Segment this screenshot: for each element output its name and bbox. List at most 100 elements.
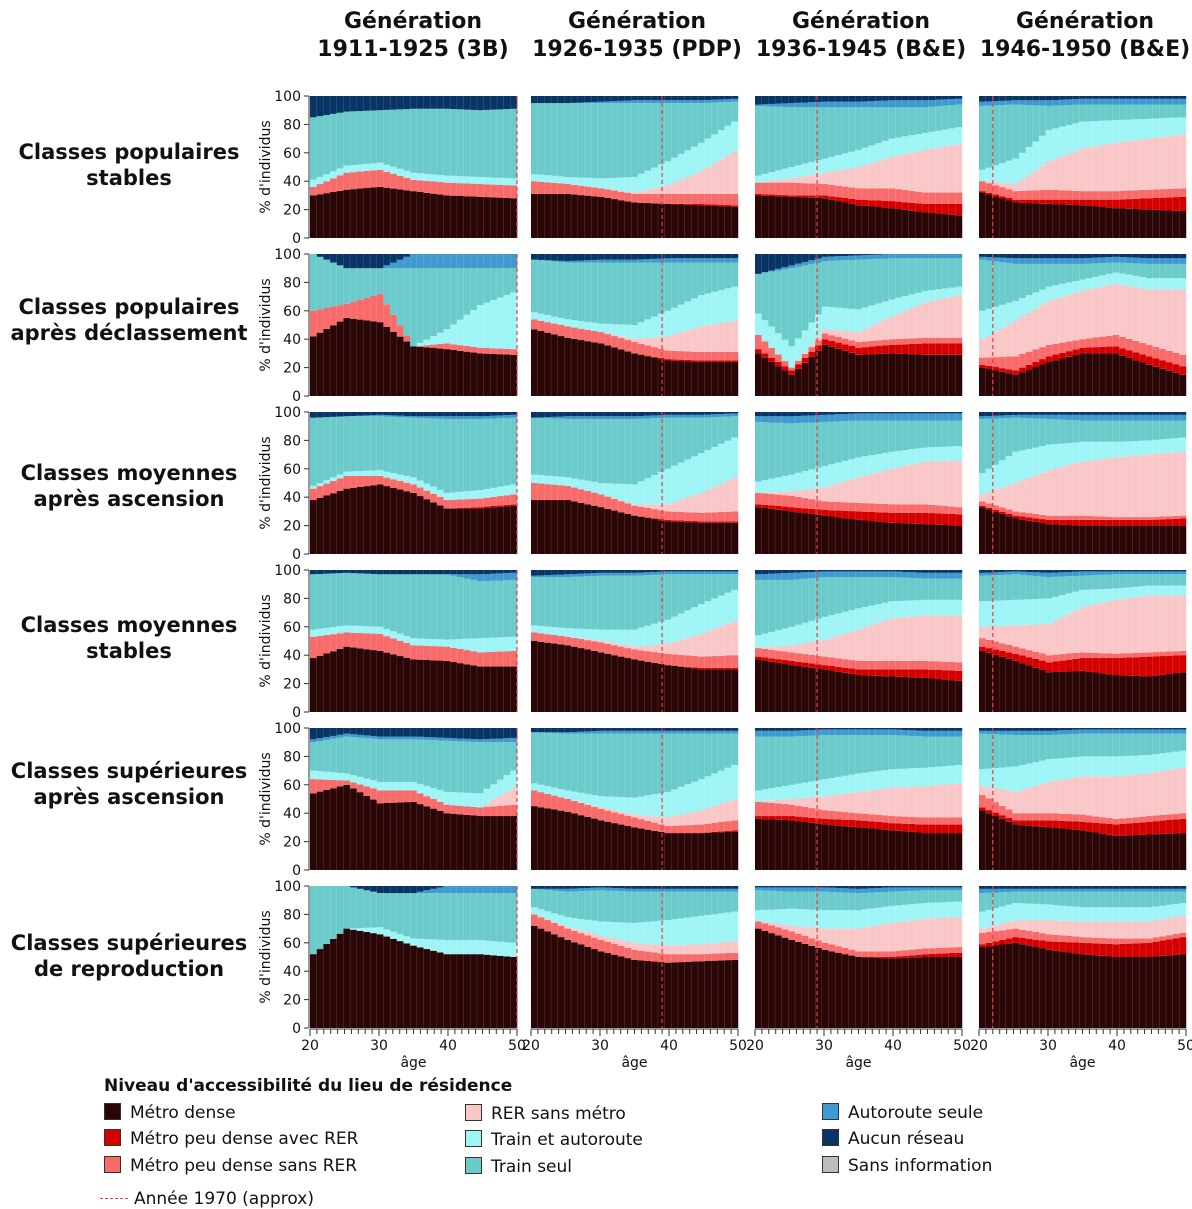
bar-segment-ms: [470, 806, 478, 816]
bar-segment-rer: [1085, 147, 1093, 192]
bar-segment-aucun: [403, 728, 411, 737]
bar-segment-ts: [992, 261, 1000, 307]
bar-segment-rer: [1172, 289, 1180, 353]
bar-segment-ts: [1019, 574, 1026, 600]
bar-segment-rer: [1165, 452, 1173, 517]
bar-segment-ta: [637, 627, 645, 647]
bar-segment-ta: [330, 171, 337, 179]
bar-segment-aut: [564, 261, 572, 263]
bar-segment-ms: [815, 500, 823, 510]
bar-segment-aucun: [828, 412, 836, 415]
bar-segment-aucun: [383, 570, 391, 575]
bar-segment-ta: [768, 326, 776, 348]
bar-segment-ms: [684, 351, 692, 360]
bar-segment-ts: [761, 106, 769, 174]
bar-segment-mr: [731, 667, 739, 670]
bar-segment-aut: [1079, 258, 1087, 264]
bar-segment-ts: [935, 578, 943, 600]
bar-segment-aucun: [795, 728, 802, 731]
bar-segment-mr: [935, 203, 943, 214]
bar-segment-ta: [1005, 302, 1013, 325]
bar-segment-ts: [985, 260, 993, 309]
bar-segment-md: [376, 803, 384, 870]
bar-segment-md: [456, 195, 464, 238]
bar-segment-ms: [1032, 651, 1040, 659]
bar-segment-aucun: [928, 728, 936, 731]
bar-segment-ta: [430, 787, 438, 799]
bar-segment-ms: [1119, 653, 1127, 658]
bar-segment-ms: [1085, 815, 1093, 823]
bar-segment-aut: [731, 571, 739, 575]
bar-segment-ts: [651, 103, 659, 168]
bar-segment-md: [383, 187, 391, 238]
bar-segment-ms: [1025, 813, 1033, 821]
bar-segment-ta: [761, 173, 769, 182]
bar-segment-mr: [704, 204, 712, 206]
bar-segment-mr: [1139, 354, 1147, 363]
bar-segment-ta: [1139, 586, 1147, 597]
bar-segment-rer: [664, 336, 672, 351]
bar-segment-aucun: [1005, 570, 1013, 572]
bar-segment-aucun: [316, 96, 324, 117]
bar-segment-mr: [781, 660, 789, 665]
bar-segment-ms: [496, 348, 504, 355]
bar-segment-md: [808, 513, 816, 554]
bar-segment-ms: [584, 186, 592, 196]
bar-segment-ta: [828, 777, 836, 796]
bar-segment-aucun: [901, 570, 909, 572]
bar-segment-aucun: [624, 96, 632, 101]
bar-segment-md: [848, 826, 856, 870]
bar-segment-rer: [1005, 790, 1013, 810]
bar-segment-aut: [624, 259, 632, 263]
bar-segment-aucun: [979, 570, 986, 573]
bar-segment-ms: [992, 505, 1000, 510]
bar-segment-aucun: [941, 570, 949, 573]
bar-segment-ts: [503, 268, 511, 295]
bar-segment-ts: [343, 736, 351, 774]
bar-segment-rer: [677, 814, 685, 826]
bar-segment-aucun: [363, 96, 371, 111]
bar-segment-ta: [1019, 450, 1026, 481]
bar-segment-ta: [310, 770, 317, 780]
y-tick-label: 100: [274, 405, 301, 421]
bar-segment-ms: [591, 492, 599, 506]
bar-segment-ms: [868, 814, 876, 822]
bar-segment-aut: [768, 416, 776, 423]
bar-segment-ms: [443, 646, 451, 661]
bar-segment-aucun: [403, 254, 411, 257]
bar-segment-aucun: [577, 96, 585, 103]
bar-segment-md: [323, 653, 331, 712]
bar-segment-ts: [363, 573, 371, 627]
bar-segment-md: [1045, 672, 1053, 712]
bar-segment-ts: [1159, 574, 1167, 586]
bar-segment-ts: [597, 733, 605, 797]
bar-segment-ms: [755, 182, 762, 194]
bar-segment-ta: [496, 177, 504, 185]
bar-segment-mr: [1012, 515, 1020, 519]
bar-segment-rer: [1005, 324, 1013, 357]
bar-segment-md: [537, 807, 545, 870]
bar-segment-mr: [704, 360, 712, 362]
bar-segment-ts: [591, 262, 599, 323]
bar-segment-md: [1125, 525, 1133, 554]
bar-segment-aucun: [1099, 412, 1107, 415]
bar-segment-rer: [901, 617, 909, 661]
bar-segment-md: [1052, 360, 1060, 396]
bar-segment-md: [1005, 658, 1013, 712]
bar-segment-ta: [1159, 278, 1167, 290]
bar-segment-ts: [848, 107, 856, 152]
bar-segment-rer: [711, 324, 719, 352]
bar-segment-ts: [1112, 104, 1120, 121]
bar-segment-ts: [476, 110, 484, 177]
bar-segment-ts: [316, 256, 324, 310]
bar-segment-aucun: [631, 570, 639, 573]
bar-segment-mr: [1105, 658, 1113, 675]
bar-segment-ms: [1079, 652, 1087, 659]
bar-segment-md: [571, 646, 578, 712]
bar-segment-ts: [955, 104, 963, 128]
bar-segment-md: [403, 190, 411, 238]
bar-segment-aucun: [551, 412, 558, 417]
bar-segment-ta: [955, 127, 963, 145]
bar-segment-aucun: [717, 728, 725, 731]
bar-segment-ts: [510, 108, 518, 179]
